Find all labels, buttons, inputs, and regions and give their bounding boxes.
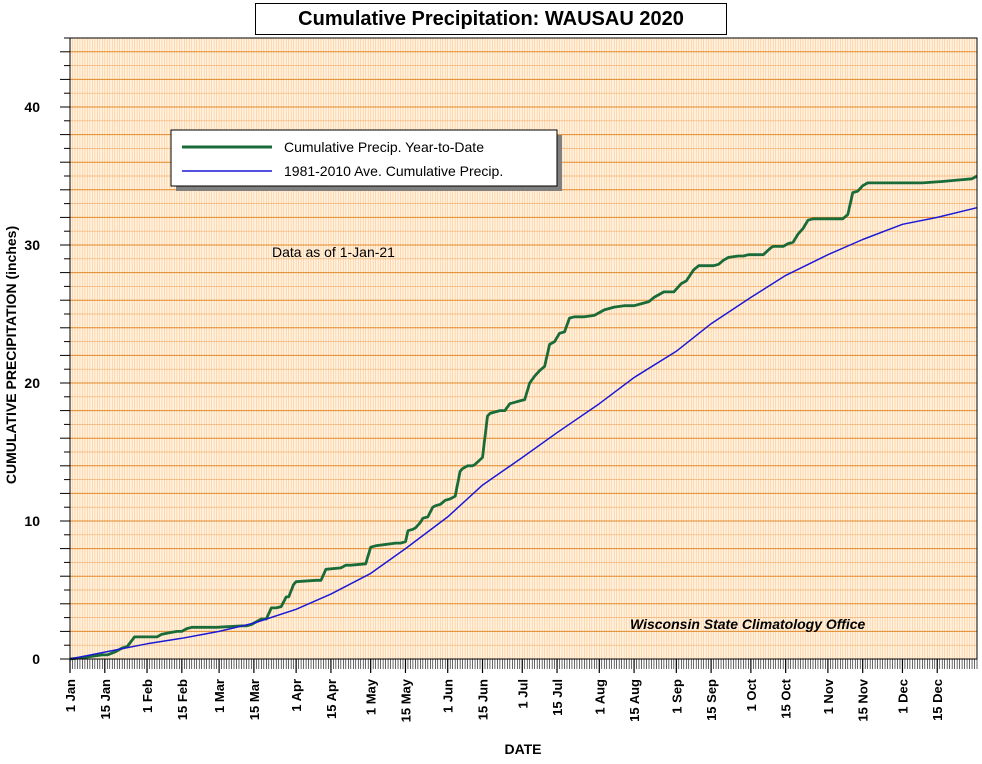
x-tick-label: 1 Jul (515, 679, 530, 709)
series-lines (69, 174, 978, 661)
x-tick-label: 15 Jun (475, 679, 490, 720)
chart-title: Cumulative Precipitation: WAUSAU 2020 (255, 3, 727, 35)
x-tick-label: 15 Aug (627, 679, 642, 722)
plot-frame (69, 37, 978, 660)
series-line-observed (69, 174, 978, 661)
x-tick-label: 1 Dec (895, 679, 910, 714)
axes: 0 10 20 30 40 1 Jan 15 Jan 1 Feb 15 Feb 1 Mar 15 M… (24, 37, 978, 722)
x-tick-label: 1 Sep (669, 679, 684, 714)
x-axis-label: DATE (504, 741, 541, 757)
x-tick-label: 15 Sep (704, 679, 719, 721)
x-tick-label: 15 Oct (779, 678, 794, 718)
x-tick-label: 15 Nov (856, 678, 871, 721)
source-annotation: Wisconsin State Climatology Office (630, 616, 866, 632)
x-tick-label: 1 Nov (821, 678, 836, 714)
x-tick-label: 1 Aug (592, 679, 607, 715)
y-tick-label: 30 (24, 237, 40, 253)
x-tick-label: 15 Dec (930, 679, 945, 721)
x-tick-label: 1 Jan (63, 679, 78, 712)
legend: Cumulative Precip. Year-to-Date 1981-201… (170, 129, 562, 191)
y-tick-label: 0 (32, 651, 40, 667)
y-tick-label: 20 (24, 375, 40, 391)
x-tick-label: 15 Apr (324, 679, 339, 719)
data-date-annotation: Data as of 1-Jan-21 (272, 244, 395, 260)
x-tick-label: 15 Jan (98, 679, 113, 720)
y-tick-label: 40 (24, 99, 40, 115)
x-tick-label: 1 Apr (289, 679, 304, 712)
y-tick-label: 10 (24, 513, 40, 529)
series-line-average (69, 206, 978, 660)
x-tick-label: 1 Feb (140, 679, 155, 713)
x-tick-label: 1 Mar (212, 679, 227, 713)
x-tick-label: 1 Oct (744, 678, 759, 711)
x-tick-label: 1 Jun (441, 679, 456, 713)
legend-label-observed: Cumulative Precip. Year-to-Date (284, 139, 484, 155)
x-tick-label: 15 Feb (175, 679, 190, 720)
x-tick-label: 15 Jul (550, 679, 565, 716)
x-tick-label: 15 Mar (247, 679, 262, 720)
y-axis-label: CUMULATIVE PRECIPITATION (inches) (3, 226, 19, 484)
x-tick-label: 1 May (364, 678, 379, 715)
legend-label-average: 1981-2010 Ave. Cumulative Precip. (284, 163, 503, 179)
x-tick-label: 15 May (398, 678, 413, 722)
